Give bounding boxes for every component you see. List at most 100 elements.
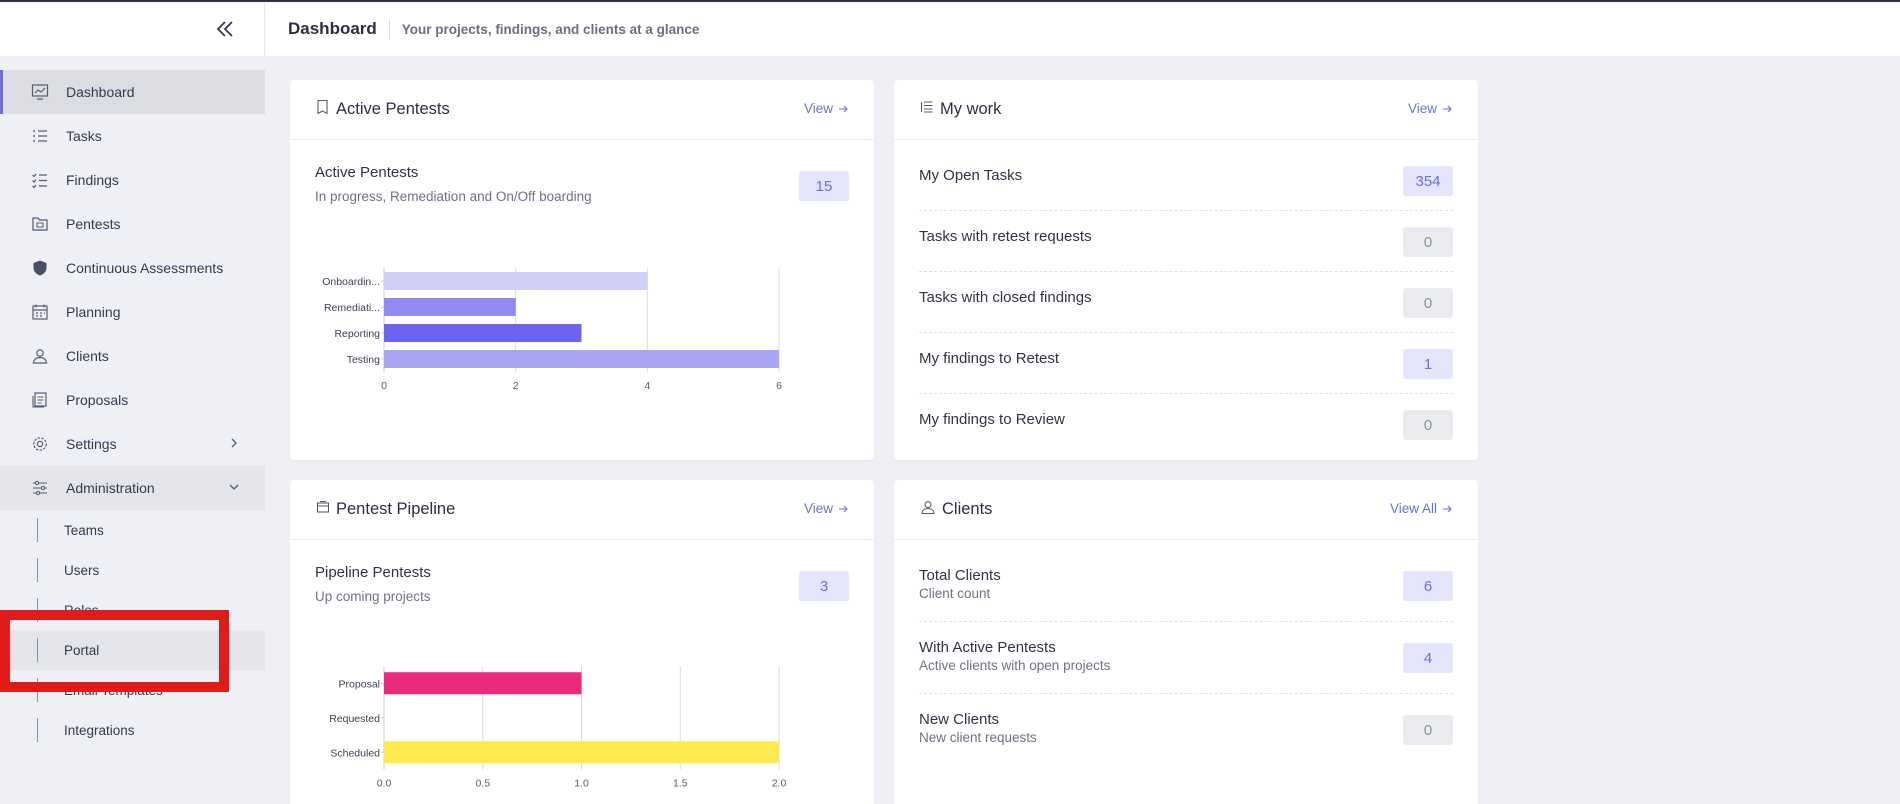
sidebar-item-administration[interactable]: Administration (0, 466, 265, 510)
arrow-right-icon (839, 505, 848, 512)
stat-subtitle: In progress, Remediation and On/Off boar… (315, 189, 592, 204)
y-tick-label: Scheduled (330, 747, 380, 759)
sidebar-subitem-integrations[interactable]: Integrations (0, 710, 265, 750)
card-title: My work (940, 100, 1002, 118)
y-tick-label: Requested (329, 713, 380, 725)
pipeline-chart: 0.0 0.5 1.0 1.5 2.0 Proposal Requested Schedule… (329, 666, 786, 790)
my-work-row[interactable]: Tasks with closed findings 0 (919, 272, 1453, 333)
x-tick-label: 0 (381, 380, 387, 392)
my-work-row[interactable]: Tasks with retest requests 0 (919, 211, 1453, 272)
page-header: Dashboard Your projects, findings, and c… (265, 2, 1900, 56)
arrow-right-icon (1443, 105, 1452, 112)
sidebar-item-label: Tasks (66, 128, 102, 144)
sidebar-subitem-label: Users (64, 562, 100, 578)
row-label: Tasks with closed findings (919, 289, 1092, 306)
active-pentests-count-badge: 15 (799, 171, 849, 201)
sidebar-item-dashboard[interactable]: Dashboard (0, 70, 265, 114)
sidebar-item-tasks[interactable]: Tasks (0, 114, 265, 158)
sidebar-item-label: Clients (66, 348, 109, 364)
my-work-row[interactable]: My Open Tasks 354 (919, 150, 1453, 211)
bar (384, 350, 779, 368)
card-title: Clients (942, 500, 993, 518)
x-tick-label: 1.5 (673, 778, 688, 790)
sidebar-item-settings[interactable]: Settings (0, 422, 265, 466)
sidebar-top (0, 2, 265, 56)
my-work-row[interactable]: My findings to Retest 1 (919, 333, 1453, 394)
list-icon (920, 100, 934, 119)
row-count-badge: 6 (1403, 571, 1453, 601)
top-border (0, 0, 1900, 2)
sidebar-item-pentests[interactable]: Pentests (0, 202, 265, 246)
row-count-badge: 4 (1403, 643, 1453, 673)
row-count-badge: 1 (1403, 349, 1453, 379)
clients-row[interactable]: Total Clients Client count 6 (919, 550, 1453, 622)
sidebar-item-label: Findings (66, 172, 119, 188)
active-pentests-card: Active Pentests View Active Pentests In … (290, 80, 874, 460)
sidebar-subitem-roles[interactable]: Roles (0, 590, 265, 630)
folder-icon (30, 214, 50, 234)
sidebar-item-label: Administration (66, 480, 155, 496)
row-count-badge: 0 (1403, 410, 1453, 440)
row-count-badge: 0 (1403, 288, 1453, 318)
sidebar-subitem-portal[interactable]: Portal (0, 630, 265, 670)
row-label: My Open Tasks (919, 167, 1023, 184)
row-subtitle: Client count (919, 586, 991, 601)
gear-icon (30, 434, 50, 454)
x-tick-label: 0.0 (377, 778, 392, 790)
row-label: New Clients (919, 711, 1000, 728)
clients-row[interactable]: With Active Pentests Active clients with… (919, 622, 1453, 694)
y-tick-label: Proposal (339, 678, 380, 690)
sidebar-subitem-label: Roles (64, 602, 99, 618)
collapse-sidebar-icon[interactable] (212, 17, 240, 41)
pentest-pipeline-view-link[interactable]: View (804, 501, 848, 516)
y-tick-label: Remediati... (324, 302, 380, 314)
row-label: My findings to Retest (919, 350, 1060, 367)
sidebar-item-proposals[interactable]: Proposals (0, 378, 265, 422)
sidebar-item-label: Dashboard (66, 84, 135, 100)
clients-card: Clients View All Total Clients Client co… (894, 480, 1478, 804)
sidebar-subitem-label: Teams (64, 522, 104, 538)
sidebar-subitem-users[interactable]: Users (0, 550, 265, 590)
clients-view-all-link[interactable]: View All (1390, 501, 1452, 516)
active-pentests-view-link[interactable]: View (804, 101, 848, 116)
row-count-badge: 0 (1403, 227, 1453, 257)
stat-label: Active Pentests (315, 164, 419, 181)
shield-icon (30, 258, 50, 278)
clients-row[interactable]: New Clients New client requests 0 (919, 694, 1453, 766)
sidebar-subitem-email-templates[interactable]: Email Templates (0, 670, 265, 710)
my-work-row[interactable]: My findings to Review 0 (919, 394, 1453, 455)
users-icon (30, 346, 50, 366)
sidebar-subitem-teams[interactable]: Teams (0, 510, 265, 550)
pipeline-icon (316, 500, 330, 519)
my-work-view-link[interactable]: View (1408, 101, 1452, 116)
pipeline-count-badge: 3 (799, 571, 849, 601)
bar (384, 324, 582, 342)
x-tick-label: 4 (644, 380, 650, 392)
sidebar-item-continuous-assessments[interactable]: Continuous Assessments (0, 246, 265, 290)
view-link-label: View All (1389, 501, 1437, 516)
sidebar: Dashboard Tasks Findings Pentests Contin… (0, 2, 265, 804)
sidebar-item-findings[interactable]: Findings (0, 158, 265, 202)
sidebar-nav: Dashboard Tasks Findings Pentests Contin… (0, 56, 265, 750)
users-icon (920, 499, 936, 520)
sidebar-item-clients[interactable]: Clients (0, 334, 265, 378)
pentest-pipeline-card: Pentest Pipeline View Pipeline Pentests … (290, 480, 874, 804)
stat-label: Pipeline Pentests (315, 564, 431, 581)
y-tick-label: Testing (347, 354, 380, 366)
pentest-book-icon (316, 99, 330, 120)
sidebar-item-label: Settings (66, 436, 117, 452)
x-tick-label: 0.5 (475, 778, 490, 790)
bar (384, 298, 516, 316)
bar (384, 272, 648, 290)
sidebar-item-label: Pentests (66, 216, 121, 232)
sidebar-item-planning[interactable]: Planning (0, 290, 265, 334)
sliders-icon (30, 478, 50, 498)
x-tick-label: 6 (776, 380, 782, 392)
row-count-badge: 0 (1403, 715, 1453, 745)
page-title: Dashboard (288, 19, 377, 38)
y-tick-label: Onboardin... (322, 276, 380, 288)
active-pentests-chart: 0 2 4 6 Onboardin... Remediati... Reporting Tes… (322, 268, 782, 392)
y-tick-label: Reporting (334, 328, 380, 340)
row-label: Tasks with retest requests (919, 228, 1092, 245)
document-stack-icon (30, 390, 50, 410)
